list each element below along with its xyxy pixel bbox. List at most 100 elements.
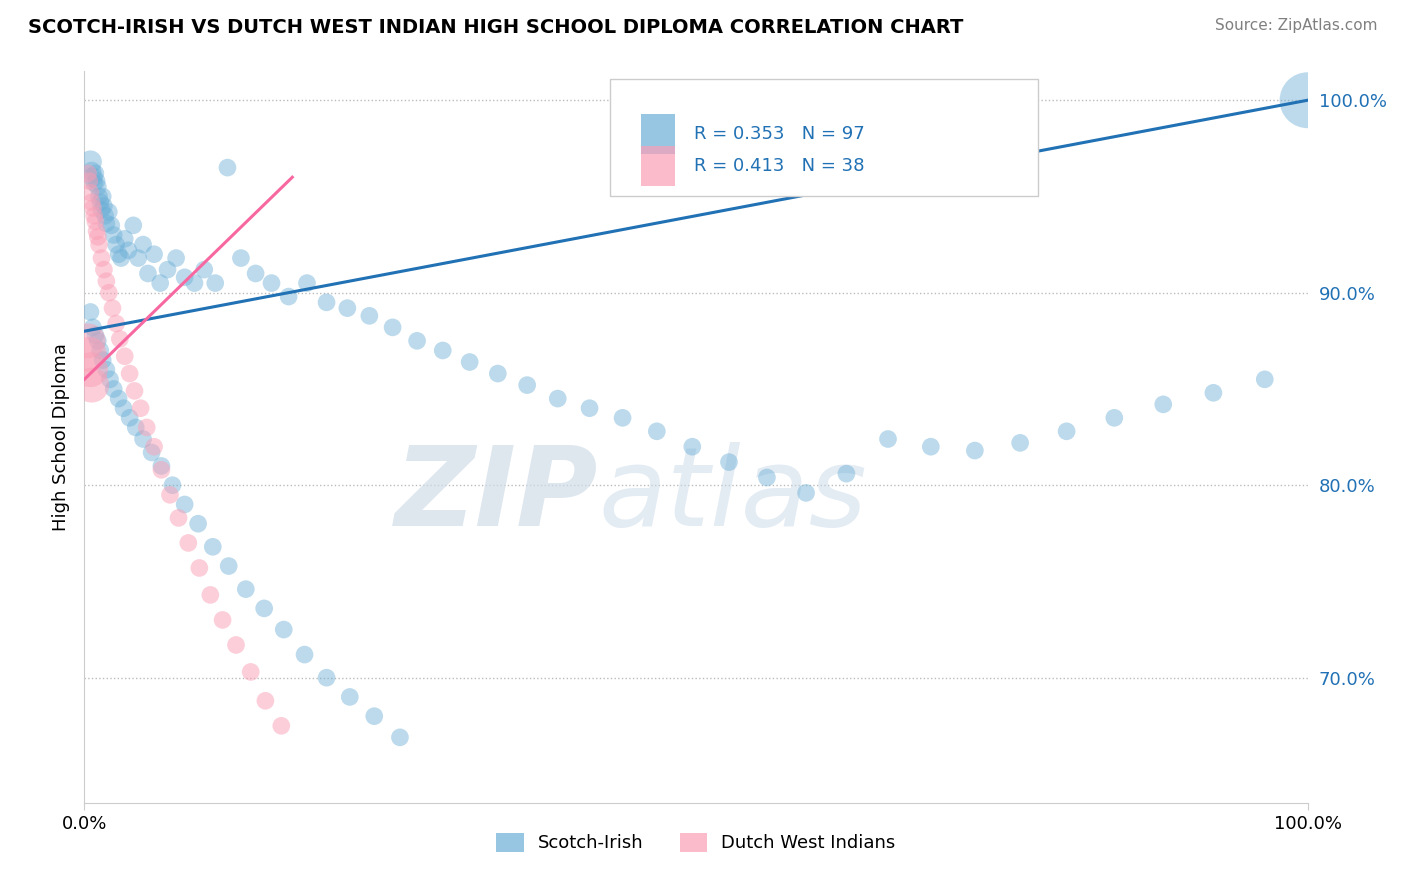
Point — [149, 276, 172, 290]
Point — [93, 199, 115, 213]
Point — [110, 251, 132, 265]
Text: R = 0.413   N = 38: R = 0.413 N = 38 — [693, 157, 865, 175]
Point — [432, 343, 454, 358]
Point — [254, 694, 277, 708]
Point — [87, 189, 110, 203]
Point — [91, 189, 114, 203]
Point — [200, 588, 222, 602]
Point — [277, 289, 299, 303]
Point — [118, 367, 141, 381]
Point — [177, 536, 200, 550]
Point — [86, 224, 108, 238]
Point — [82, 201, 104, 215]
Point — [103, 382, 125, 396]
Point — [315, 671, 337, 685]
Point — [218, 559, 240, 574]
Point — [84, 214, 107, 228]
Point — [1202, 385, 1225, 400]
Point — [83, 176, 105, 190]
Point — [89, 343, 111, 358]
Point — [339, 690, 361, 704]
Point — [877, 432, 900, 446]
Point — [132, 237, 155, 252]
Text: atlas: atlas — [598, 442, 866, 549]
Point — [79, 362, 101, 376]
Point — [97, 205, 120, 219]
Point — [87, 334, 110, 348]
Point — [118, 410, 141, 425]
Point — [165, 251, 187, 265]
Point — [87, 237, 110, 252]
Point — [114, 232, 136, 246]
Point — [86, 174, 108, 188]
Point — [132, 432, 155, 446]
Text: Source: ZipAtlas.com: Source: ZipAtlas.com — [1215, 18, 1378, 33]
Point — [141, 445, 163, 459]
Point — [253, 601, 276, 615]
Point — [406, 334, 429, 348]
Point — [225, 638, 247, 652]
Bar — [641, 146, 675, 186]
Point — [1152, 397, 1174, 411]
Point — [108, 332, 131, 346]
Point — [129, 401, 152, 416]
Point — [90, 202, 112, 217]
Point — [91, 353, 114, 368]
Point — [105, 237, 128, 252]
Point — [96, 362, 118, 376]
Point — [229, 251, 252, 265]
Point — [79, 305, 101, 319]
Text: R = 0.353   N = 97: R = 0.353 N = 97 — [693, 125, 865, 143]
Point — [96, 274, 118, 288]
Point — [162, 478, 184, 492]
Point — [295, 276, 318, 290]
Point — [97, 285, 120, 300]
Point — [125, 420, 148, 434]
Point — [135, 420, 157, 434]
Point — [516, 378, 538, 392]
Point — [1296, 93, 1319, 107]
Point — [1056, 425, 1078, 439]
Point — [201, 540, 224, 554]
Point — [578, 401, 600, 416]
Point — [167, 511, 190, 525]
Point — [112, 401, 135, 416]
Point — [217, 161, 239, 175]
Point — [273, 623, 295, 637]
Point — [77, 174, 100, 188]
Point — [235, 582, 257, 596]
Point — [90, 251, 112, 265]
Text: ZIP: ZIP — [395, 442, 598, 549]
Point — [96, 216, 118, 230]
Point — [93, 262, 115, 277]
Point — [336, 301, 359, 315]
Point — [1254, 372, 1277, 386]
Point — [83, 209, 105, 223]
Point — [150, 463, 173, 477]
Point — [458, 355, 481, 369]
Point — [107, 247, 129, 261]
Point — [77, 347, 100, 361]
Point — [204, 276, 226, 290]
Point — [681, 440, 703, 454]
Point — [612, 410, 634, 425]
FancyBboxPatch shape — [610, 78, 1039, 195]
Point — [150, 458, 173, 473]
Y-axis label: High School Diploma: High School Diploma — [52, 343, 70, 531]
Point — [794, 486, 817, 500]
Point — [77, 166, 100, 180]
Point — [717, 455, 740, 469]
Point — [270, 719, 292, 733]
Point — [105, 317, 128, 331]
Point — [294, 648, 316, 662]
Point — [486, 367, 509, 381]
Point — [136, 267, 159, 281]
Point — [107, 392, 129, 406]
Point — [82, 320, 104, 334]
Point — [82, 170, 104, 185]
Point — [124, 384, 146, 398]
Point — [79, 154, 101, 169]
Point — [388, 731, 411, 745]
Point — [173, 270, 195, 285]
Point — [211, 613, 233, 627]
